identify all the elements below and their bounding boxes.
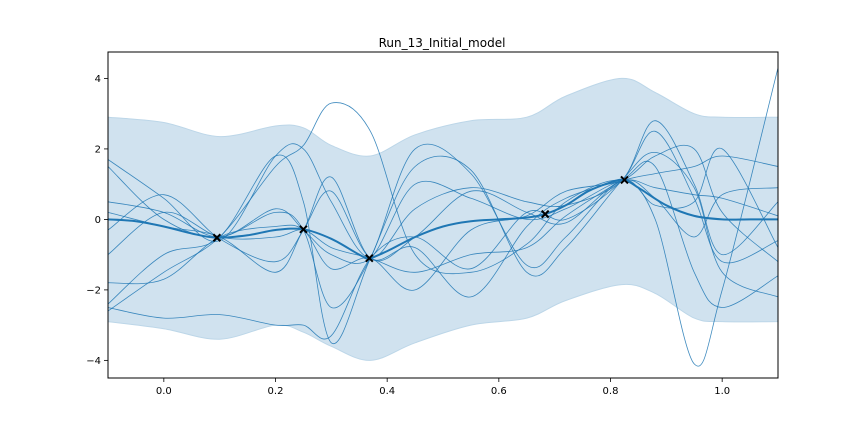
observation-point	[540, 209, 550, 219]
sample-path-4	[108, 144, 778, 291]
observation-point	[212, 233, 222, 242]
sample-path-8	[108, 160, 778, 308]
y-tick-label: −4	[86, 356, 101, 367]
x-axis: 0.0 0.2 0.4 0.6 0.8 1.0	[156, 378, 730, 397]
sample-path-10	[108, 155, 778, 298]
chart-title: Run_13_Initial_model	[379, 36, 506, 50]
x-tick-label: 0.0	[156, 386, 172, 397]
sample-path-3	[108, 67, 778, 367]
x-tick-label: 0.2	[268, 386, 284, 397]
y-tick-label: −2	[86, 285, 101, 296]
y-tick-label: 2	[95, 144, 101, 155]
sample-path-7	[108, 143, 778, 309]
x-tick-label: 0.6	[491, 386, 507, 397]
observation-points-layer	[212, 175, 629, 263]
confidence-band-layer	[108, 77, 778, 361]
plot-frame	[107, 51, 779, 379]
y-axis: −4 −2 0 2 4	[86, 74, 108, 367]
observation-point	[620, 175, 629, 185]
x-tick-label: 0.8	[603, 386, 619, 397]
observation-point	[299, 225, 308, 234]
sample-path-2	[108, 176, 778, 263]
x-tick-label: 0.4	[379, 386, 395, 397]
observation-point	[365, 253, 374, 263]
y-tick-label: 4	[95, 74, 101, 85]
mean-line	[108, 178, 778, 260]
mean-line-layer	[108, 178, 778, 260]
x-tick-label: 1.0	[714, 386, 730, 397]
sample-path-5	[108, 179, 778, 264]
sample-paths-layer	[108, 67, 778, 367]
sample-path-1	[108, 120, 778, 259]
sample-path-9	[108, 151, 778, 345]
confidence-band	[108, 77, 778, 361]
y-tick-label: 0	[95, 215, 101, 226]
